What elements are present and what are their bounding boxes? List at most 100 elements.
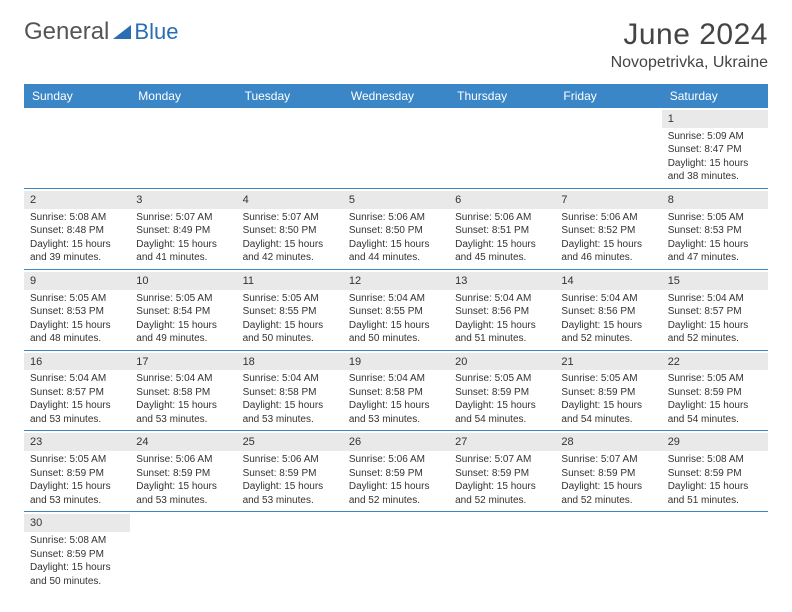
day-cell: 24Sunrise: 5:06 AMSunset: 8:59 PMDayligh… [130,431,236,511]
sunrise-text: Sunrise: 5:04 AM [668,292,762,306]
day-cell [237,108,343,188]
daylight-text: and 38 minutes. [668,170,762,184]
sunrise-text: Sunrise: 5:05 AM [243,292,337,306]
daylight-text: and 52 minutes. [349,494,443,508]
dayname-sat: Saturday [662,84,768,108]
sunrise-text: Sunrise: 5:05 AM [455,372,549,386]
daylight-text: and 45 minutes. [455,251,549,265]
daylight-text: Daylight: 15 hours [243,399,337,413]
day-cell [662,512,768,592]
dayname-tue: Tuesday [237,84,343,108]
day-cell [130,108,236,188]
day-cell: 2Sunrise: 5:08 AMSunset: 8:48 PMDaylight… [24,189,130,269]
sunrise-text: Sunrise: 5:04 AM [349,292,443,306]
dayname-thu: Thursday [449,84,555,108]
day-cell: 8Sunrise: 5:05 AMSunset: 8:53 PMDaylight… [662,189,768,269]
sunset-text: Sunset: 8:59 PM [243,467,337,481]
daylight-text: Daylight: 15 hours [30,399,124,413]
daylight-text: Daylight: 15 hours [561,319,655,333]
sunrise-text: Sunrise: 5:04 AM [243,372,337,386]
dayname-mon: Monday [130,84,236,108]
day-cell: 20Sunrise: 5:05 AMSunset: 8:59 PMDayligh… [449,351,555,431]
day-number: 19 [343,353,449,371]
day-cell: 23Sunrise: 5:05 AMSunset: 8:59 PMDayligh… [24,431,130,511]
sunrise-text: Sunrise: 5:08 AM [30,211,124,225]
day-number: 1 [662,110,768,128]
day-cell: 7Sunrise: 5:06 AMSunset: 8:52 PMDaylight… [555,189,661,269]
week-row: 2Sunrise: 5:08 AMSunset: 8:48 PMDaylight… [24,189,768,270]
daylight-text: and 53 minutes. [30,413,124,427]
day-cell: 19Sunrise: 5:04 AMSunset: 8:58 PMDayligh… [343,351,449,431]
day-number: 5 [343,191,449,209]
page-header: General Blue June 2024 Novopetrivka, Ukr… [0,0,792,78]
dayname-wed: Wednesday [343,84,449,108]
sunrise-text: Sunrise: 5:04 AM [561,292,655,306]
daylight-text: Daylight: 15 hours [30,480,124,494]
day-cell: 18Sunrise: 5:04 AMSunset: 8:58 PMDayligh… [237,351,343,431]
daylight-text: and 54 minutes. [455,413,549,427]
sunrise-text: Sunrise: 5:06 AM [455,211,549,225]
sunrise-text: Sunrise: 5:05 AM [30,292,124,306]
day-cell: 15Sunrise: 5:04 AMSunset: 8:57 PMDayligh… [662,270,768,350]
daylight-text: and 52 minutes. [668,332,762,346]
day-number: 21 [555,353,661,371]
day-number: 12 [343,272,449,290]
daylight-text: and 42 minutes. [243,251,337,265]
daylight-text: Daylight: 15 hours [30,319,124,333]
sunrise-text: Sunrise: 5:08 AM [30,534,124,548]
daylight-text: and 51 minutes. [668,494,762,508]
day-cell: 27Sunrise: 5:07 AMSunset: 8:59 PMDayligh… [449,431,555,511]
daylight-text: Daylight: 15 hours [349,319,443,333]
daylight-text: and 53 minutes. [243,494,337,508]
day-number: 16 [24,353,130,371]
month-title: June 2024 [611,18,768,52]
sunrise-text: Sunrise: 5:05 AM [561,372,655,386]
day-cell: 29Sunrise: 5:08 AMSunset: 8:59 PMDayligh… [662,431,768,511]
sunrise-text: Sunrise: 5:06 AM [243,453,337,467]
day-number: 22 [662,353,768,371]
day-number: 27 [449,433,555,451]
daylight-text: Daylight: 15 hours [243,238,337,252]
sunset-text: Sunset: 8:58 PM [136,386,230,400]
daylight-text: and 53 minutes. [30,494,124,508]
daylight-text: Daylight: 15 hours [349,480,443,494]
sunrise-text: Sunrise: 5:09 AM [668,130,762,144]
day-number: 28 [555,433,661,451]
sunset-text: Sunset: 8:58 PM [243,386,337,400]
day-cell: 28Sunrise: 5:07 AMSunset: 8:59 PMDayligh… [555,431,661,511]
title-block: June 2024 Novopetrivka, Ukraine [611,18,768,72]
sunset-text: Sunset: 8:55 PM [349,305,443,319]
day-number: 25 [237,433,343,451]
daylight-text: and 52 minutes. [561,332,655,346]
day-number: 26 [343,433,449,451]
daylight-text: Daylight: 15 hours [30,238,124,252]
day-number: 7 [555,191,661,209]
day-cell: 4Sunrise: 5:07 AMSunset: 8:50 PMDaylight… [237,189,343,269]
day-number: 6 [449,191,555,209]
day-number: 8 [662,191,768,209]
sunset-text: Sunset: 8:57 PM [30,386,124,400]
daylight-text: and 48 minutes. [30,332,124,346]
day-number: 18 [237,353,343,371]
calendar-grid: Sunday Monday Tuesday Wednesday Thursday… [24,84,768,592]
dayname-fri: Friday [555,84,661,108]
day-number: 13 [449,272,555,290]
day-cell [130,512,236,592]
day-number: 9 [24,272,130,290]
location-label: Novopetrivka, Ukraine [611,54,768,72]
sunset-text: Sunset: 8:59 PM [668,467,762,481]
daylight-text: and 50 minutes. [243,332,337,346]
day-cell [24,108,130,188]
day-cell: 21Sunrise: 5:05 AMSunset: 8:59 PMDayligh… [555,351,661,431]
daylight-text: Daylight: 15 hours [668,480,762,494]
day-cell: 11Sunrise: 5:05 AMSunset: 8:55 PMDayligh… [237,270,343,350]
sunset-text: Sunset: 8:56 PM [455,305,549,319]
day-number: 11 [237,272,343,290]
day-cell: 6Sunrise: 5:06 AMSunset: 8:51 PMDaylight… [449,189,555,269]
day-cell [237,512,343,592]
day-cell: 14Sunrise: 5:04 AMSunset: 8:56 PMDayligh… [555,270,661,350]
day-number: 15 [662,272,768,290]
sunrise-text: Sunrise: 5:04 AM [136,372,230,386]
daylight-text: Daylight: 15 hours [668,319,762,333]
daylight-text: Daylight: 15 hours [561,399,655,413]
